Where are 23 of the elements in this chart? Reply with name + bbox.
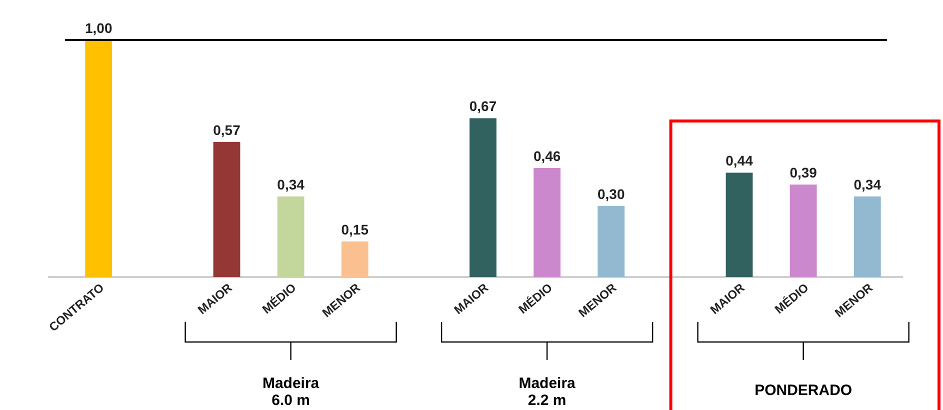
bar: [85, 40, 112, 277]
data-label: 0,39: [790, 164, 818, 181]
bar: [277, 196, 304, 277]
bar: [341, 241, 368, 277]
data-label: 0,34: [277, 176, 305, 192]
text: Madeira 6.0 m: [262, 375, 320, 409]
bar: [790, 184, 817, 277]
bar: [534, 168, 561, 277]
data-label: 0,46: [533, 148, 561, 164]
bar: [213, 142, 240, 277]
text: PONDERADO: [754, 382, 852, 399]
data-label: 0,57: [213, 122, 241, 138]
data-label: 0,44: [726, 152, 754, 169]
data-label: 0,34: [854, 176, 882, 192]
data-label: 0,67: [469, 98, 497, 114]
data-label: 0,30: [598, 186, 625, 202]
bar: [854, 196, 881, 277]
text: Madeira 2.2 m: [518, 375, 576, 409]
data-label: 0,15: [341, 221, 369, 238]
bar: [598, 206, 625, 277]
data-label: 1,00: [84, 20, 112, 36]
bar: [470, 118, 496, 277]
bar: [726, 172, 753, 277]
